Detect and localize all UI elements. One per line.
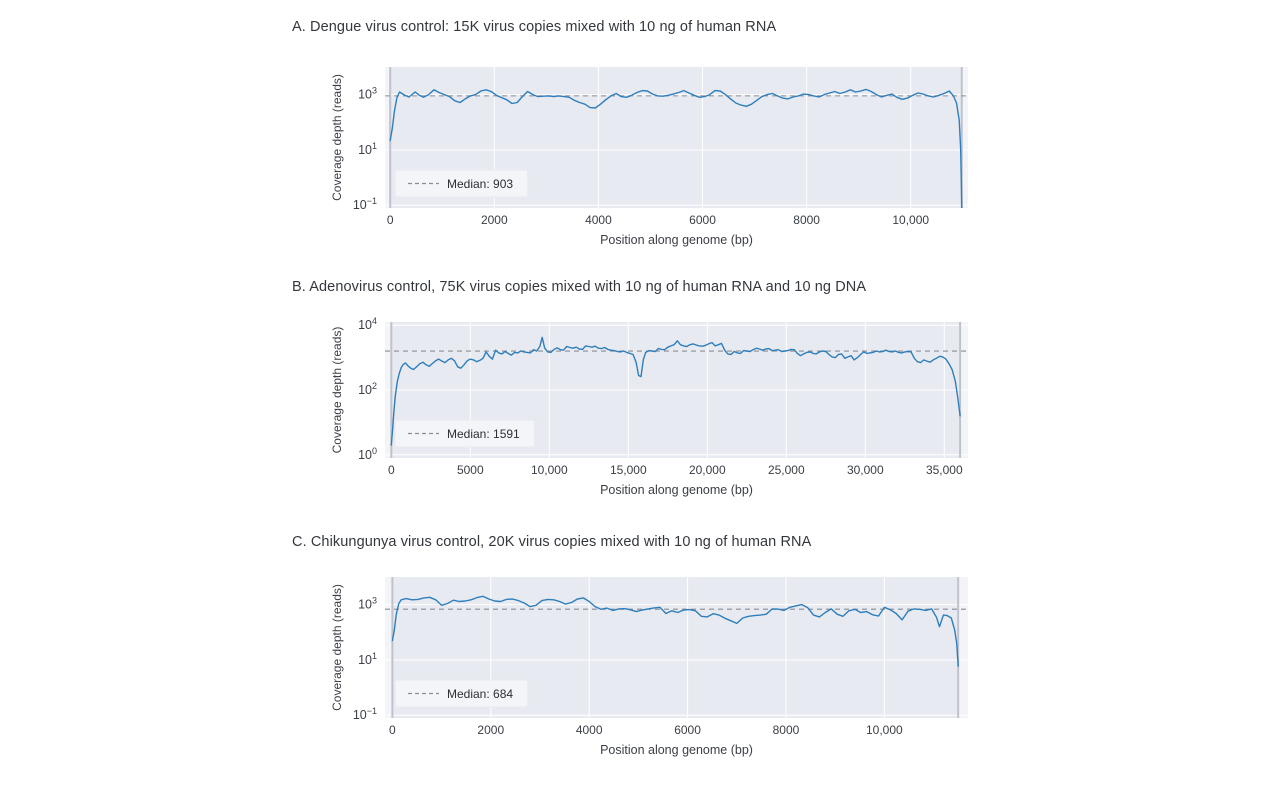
post-genome-region bbox=[958, 577, 968, 718]
x-tick-label: 10,000 bbox=[866, 723, 903, 737]
panel-a-plot: Median: 903 0 2000 4000 6000 8000 10,000 103 101… bbox=[330, 67, 968, 247]
x-tick-label: 5000 bbox=[457, 463, 484, 477]
post-genome-region bbox=[961, 67, 968, 208]
legend-box bbox=[394, 679, 529, 708]
panel-b-plot: Median: 1591 0 5000 10,000 15,000 20,000 25,00… bbox=[330, 316, 968, 497]
panel-a-title: A. Dengue virus control: 15K virus copie… bbox=[292, 19, 777, 35]
legend: Median: 903 bbox=[394, 169, 529, 198]
y-axis-label: Coverage depth (reads) bbox=[330, 74, 344, 201]
y-tick-label: 10−1 bbox=[353, 706, 377, 722]
panel-b-title: B. Adenovirus control, 75K virus copies … bbox=[292, 279, 867, 295]
legend-label: Median: 1591 bbox=[447, 427, 520, 441]
y-tick-label: 10−1 bbox=[353, 196, 377, 212]
x-tick-label: 35,000 bbox=[926, 463, 963, 477]
x-axis-label: Position along genome (bp) bbox=[600, 483, 753, 497]
panel-a: A. Dengue virus control: 15K virus copie… bbox=[292, 19, 992, 279]
y-axis-label: Coverage depth (reads) bbox=[330, 584, 344, 711]
coverage-line bbox=[390, 336, 961, 446]
legend-label: Median: 684 bbox=[447, 687, 513, 701]
pre-genome-region bbox=[385, 577, 393, 718]
panel-c: C. Chikungunya virus control, 20K virus … bbox=[292, 534, 992, 794]
x-tick-label: 25,000 bbox=[768, 463, 805, 477]
x-tick-label: 2000 bbox=[481, 213, 508, 227]
panel-b: B. Adenovirus control, 75K virus copies … bbox=[292, 279, 992, 539]
x-tick-label: 4000 bbox=[576, 723, 603, 737]
x-tick-label: 0 bbox=[388, 463, 395, 477]
x-tick-label: 30,000 bbox=[847, 463, 884, 477]
panel-c-title: C. Chikungunya virus control, 20K virus … bbox=[292, 534, 812, 550]
panel-c-plot: Median: 684 0 2000 4000 6000 8000 10,000 103 101… bbox=[330, 577, 968, 757]
x-tick-label: 20,000 bbox=[689, 463, 726, 477]
x-tick-label: 6000 bbox=[674, 723, 701, 737]
x-tick-label: 8000 bbox=[793, 213, 820, 227]
legend: Median: 684 bbox=[394, 679, 529, 708]
y-tick-label: 103 bbox=[358, 86, 377, 102]
y-tick-label: 102 bbox=[358, 381, 377, 397]
x-tick-label: 10,000 bbox=[531, 463, 568, 477]
coverage-line bbox=[389, 88, 963, 208]
x-tick-label: 6000 bbox=[689, 213, 716, 227]
x-tick-label: 15,000 bbox=[610, 463, 647, 477]
y-tick-label: 101 bbox=[358, 651, 377, 667]
y-axis-label: Coverage depth (reads) bbox=[330, 327, 344, 454]
x-tick-label: 8000 bbox=[773, 723, 800, 737]
x-axis-label: Position along genome (bp) bbox=[600, 233, 753, 247]
pre-genome-region bbox=[385, 67, 391, 208]
x-tick-label: 4000 bbox=[585, 213, 612, 227]
y-tick-label: 101 bbox=[358, 141, 377, 157]
x-axis-label: Position along genome (bp) bbox=[600, 743, 753, 757]
coverage-line bbox=[391, 595, 959, 667]
y-tick-label: 103 bbox=[358, 596, 377, 612]
legend-box bbox=[394, 419, 536, 448]
y-tick-label: 100 bbox=[358, 446, 377, 462]
x-tick-label: 0 bbox=[389, 723, 396, 737]
x-tick-label: 2000 bbox=[477, 723, 504, 737]
x-tick-label: 0 bbox=[387, 213, 394, 227]
legend-label: Median: 903 bbox=[447, 177, 513, 191]
x-tick-label: 10,000 bbox=[892, 213, 929, 227]
legend: Median: 1591 bbox=[394, 419, 536, 448]
y-tick-label: 104 bbox=[358, 316, 377, 332]
legend-box bbox=[394, 169, 529, 198]
